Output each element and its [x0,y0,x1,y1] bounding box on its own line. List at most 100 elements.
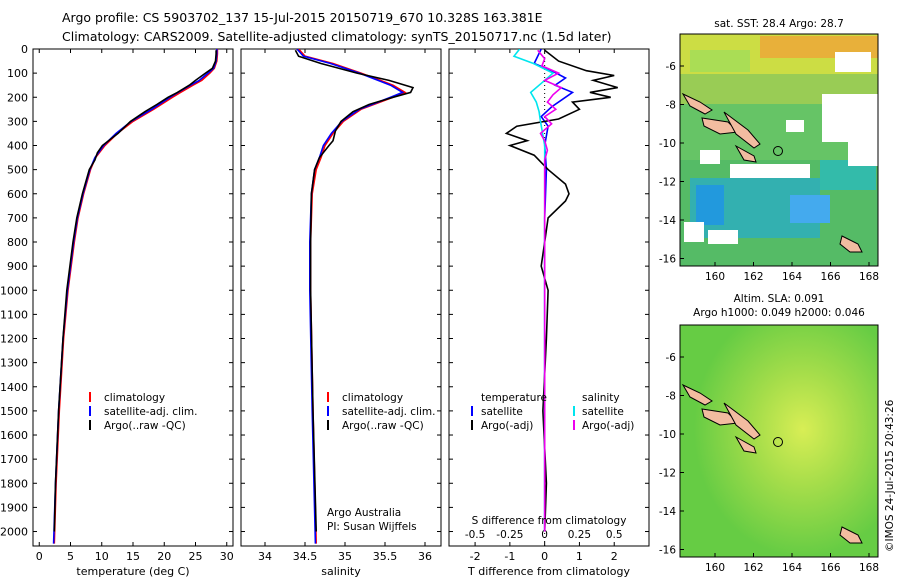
legend-swatch-s-argo [573,420,575,430]
y-tick-label: 600 [7,188,28,201]
y-tick-label: 1000 [0,284,28,297]
legend-label-argo: Argo(..raw -QC) [342,420,424,432]
y-tick-label: 800 [7,236,28,249]
sla-field [680,325,878,557]
map-x-tick-label: 166 [820,562,840,574]
map-y-tick-label: -14 [659,506,676,518]
x-tick-label: 20 [157,550,171,563]
s-tick-label: -0.25 [496,529,523,541]
series-line-t-argo-adj- [504,49,618,532]
map-y-tick-label: -12 [659,177,676,189]
x-tick-label: 15 [126,550,140,563]
legend-swatch-argo [327,420,329,430]
x-tick-label: 2 [611,550,618,563]
sla-map: Altim. SLA: 0.091 Argo h1000: 0.049 h200… [659,293,879,574]
y-tick-label: 1500 [0,405,28,418]
cloud-gap [835,52,871,72]
series-line-s-argo-adj- [537,49,563,532]
y-tick-label: 1400 [0,381,28,394]
y-tick-label: 200 [7,91,28,104]
x-tick-label: 34.5 [293,550,318,563]
y-tick-label: 1200 [0,333,28,346]
figure-title-line1: Argo profile: CS 5903702_137 15-Jul-2015… [62,10,543,25]
map-x-tick-label: 162 [743,562,763,574]
legend-label-s-satellite: satellite [582,406,624,418]
annotation-pi: PI: Susan Wijffels [327,521,417,533]
series-line-argo-raw-qc- [53,50,217,532]
s-difference-label: S difference from climatology [472,515,627,527]
y-tick-label: 900 [7,260,28,273]
legend-label-satellite: satellite-adj. clim. [104,406,197,418]
map-y-tick-label: -8 [666,391,676,403]
y-tick-label: 1800 [0,477,28,490]
map-x-tick-label: 168 [859,271,879,283]
islands [681,383,863,544]
difference-legend: temperature satellite Argo(-adj) salinit… [471,392,634,432]
legend-swatch-s-satellite [573,406,575,416]
salinity-axes-frame [240,48,442,547]
x-tick-label: 0 [36,550,43,563]
legend-swatch-satellite [89,406,91,416]
t-difference-xlabel: T difference from climatology [467,565,630,578]
map-x-tick-label: 166 [820,271,840,283]
salinity-panel: 34 34.5 35 35.5 36 climatology satellite-adj… [240,48,442,578]
legend-swatch-climatology [89,392,91,402]
legend-label-s-argo: Argo(-adj) [582,420,634,432]
temperature-panel: 0100200300400500600700800900100011001200… [0,43,234,578]
y-tick-label: 400 [7,140,28,153]
map-y-tick-label: -6 [666,61,677,73]
argo-location-marker [773,437,783,447]
y-tick-label: 1700 [0,453,28,466]
sst-map-title: sat. SST: 28.4 Argo: 28.7 [714,18,844,30]
map-y-tick-label: -16 [659,254,676,266]
y-tick-label: 100 [7,67,28,80]
legend-label-argo: Argo(..raw -QC) [104,420,186,432]
sst-map-ticks: 160 162 164 166 168 -6 -8 -10 -12 -14 -16 [659,61,879,283]
x-tick-label: 35 [338,550,352,563]
map-y-tick-label: -10 [659,429,676,441]
s-difference-axis-ticks: -0.5 -0.25 0 0.25 0.5 [465,49,623,546]
x-tick-label: 5 [67,550,74,563]
x-tick-label: 10 [95,550,109,563]
legend-label-satellite: satellite-adj. clim. [342,406,435,418]
x-tick-label: 34 [258,550,272,563]
s-tick-label: -0.5 [465,529,486,541]
difference-depth-ticks [449,48,649,533]
temperature-lines [52,49,219,544]
salinity-depth-ticks [241,48,441,533]
y-tick-label: 300 [7,115,28,128]
y-tick-label: 1600 [0,429,28,442]
s-tick-label: 0.5 [606,529,623,541]
map-y-tick-label: -10 [659,138,676,150]
map-x-tick-label: 160 [705,562,725,574]
series-line-satellite-adj-clim- [52,49,218,544]
salinity-xlabel: salinity [321,565,361,578]
legend-label-t-satellite: satellite [481,406,523,418]
y-tick-label: 700 [7,212,28,225]
series-line-climatology [53,49,219,544]
x-tick-label: 1 [576,550,583,563]
y-tick-label: 0 [21,43,28,56]
depth-axis-ticks: 0 100 200 300 400 500 600 700 800 900 1000 1100 1200… [0,43,233,539]
legend-title-temperature: temperature [481,392,547,404]
map-y-tick-label: -6 [666,352,677,364]
legend-label-t-argo: Argo(-adj) [481,420,533,432]
salinity-legend: climatology satellite-adj. clim. Argo(..… [327,392,435,432]
map-x-tick-label: 164 [782,271,802,283]
difference-panel: -2 -1 0 1 2 -0.5 -0.25 0 0.25 0.5 temperature sa… [448,48,650,578]
y-tick-label: 1300 [0,357,28,370]
sla-title-line2: Argo h1000: 0.049 h2000: 0.046 [693,307,865,319]
x-tick-label: 30 [220,550,234,563]
x-tick-label: -2 [470,550,481,563]
temperature-xlabel: temperature (deg C) [76,565,189,578]
legend-label-climatology: climatology [104,392,165,404]
s-tick-label: 0.25 [568,529,591,541]
sla-title-line1: Altim. SLA: 0.091 [734,293,825,305]
map-x-tick-label: 168 [859,562,879,574]
sst-map: sat. SST: 28.4 Argo: 28.7 [659,18,879,283]
map-x-tick-label: 164 [782,562,802,574]
legend-swatch-argo [89,420,91,430]
series-line-argo-raw-qc- [294,49,415,532]
salinity-axis-ticks: 34 34.5 35 35.5 36 [258,49,432,563]
